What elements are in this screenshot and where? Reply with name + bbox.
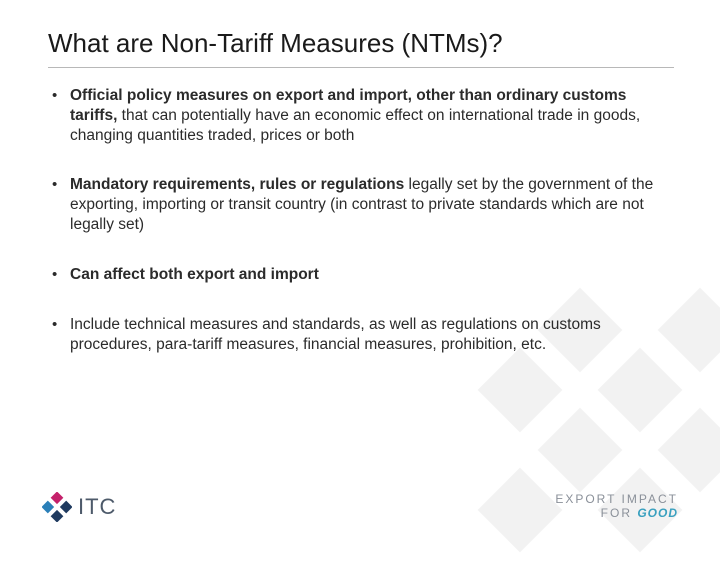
tagline-accent: GOOD: [637, 506, 678, 520]
brand-tagline: EXPORT IMPACT FOR GOOD: [555, 493, 678, 521]
bullet-item: Can affect both export and import: [48, 265, 672, 285]
bullet-bold: Can affect both export and import: [70, 266, 319, 283]
slide-content: What are Non-Tariff Measures (NTMs)? Off…: [0, 0, 720, 354]
bullet-item: Mandatory requirements, rules or regulat…: [48, 175, 672, 234]
slide-footer: ITC EXPORT IMPACT FOR GOOD: [0, 484, 720, 540]
title-divider: [48, 67, 674, 68]
bullet-item: Official policy measures on export and i…: [48, 86, 672, 145]
bullet-item: Include technical measures and standards…: [48, 315, 672, 355]
tagline-prefix: FOR: [601, 506, 638, 520]
bullet-rest: Include technical measures and standards…: [70, 316, 601, 353]
tagline-line-2: FOR GOOD: [555, 507, 678, 521]
tagline-line-1: EXPORT IMPACT: [555, 493, 678, 507]
slide-title: What are Non-Tariff Measures (NTMs)?: [48, 28, 672, 59]
bullet-bold: Mandatory requirements, rules or regulat…: [70, 176, 404, 193]
bullet-list: Official policy measures on export and i…: [48, 86, 672, 354]
bullet-rest: that can potentially have an economic ef…: [70, 107, 640, 144]
brand-name: ITC: [78, 494, 116, 520]
brand-logo: ITC: [42, 492, 116, 522]
logo-mark-icon: [42, 492, 72, 522]
